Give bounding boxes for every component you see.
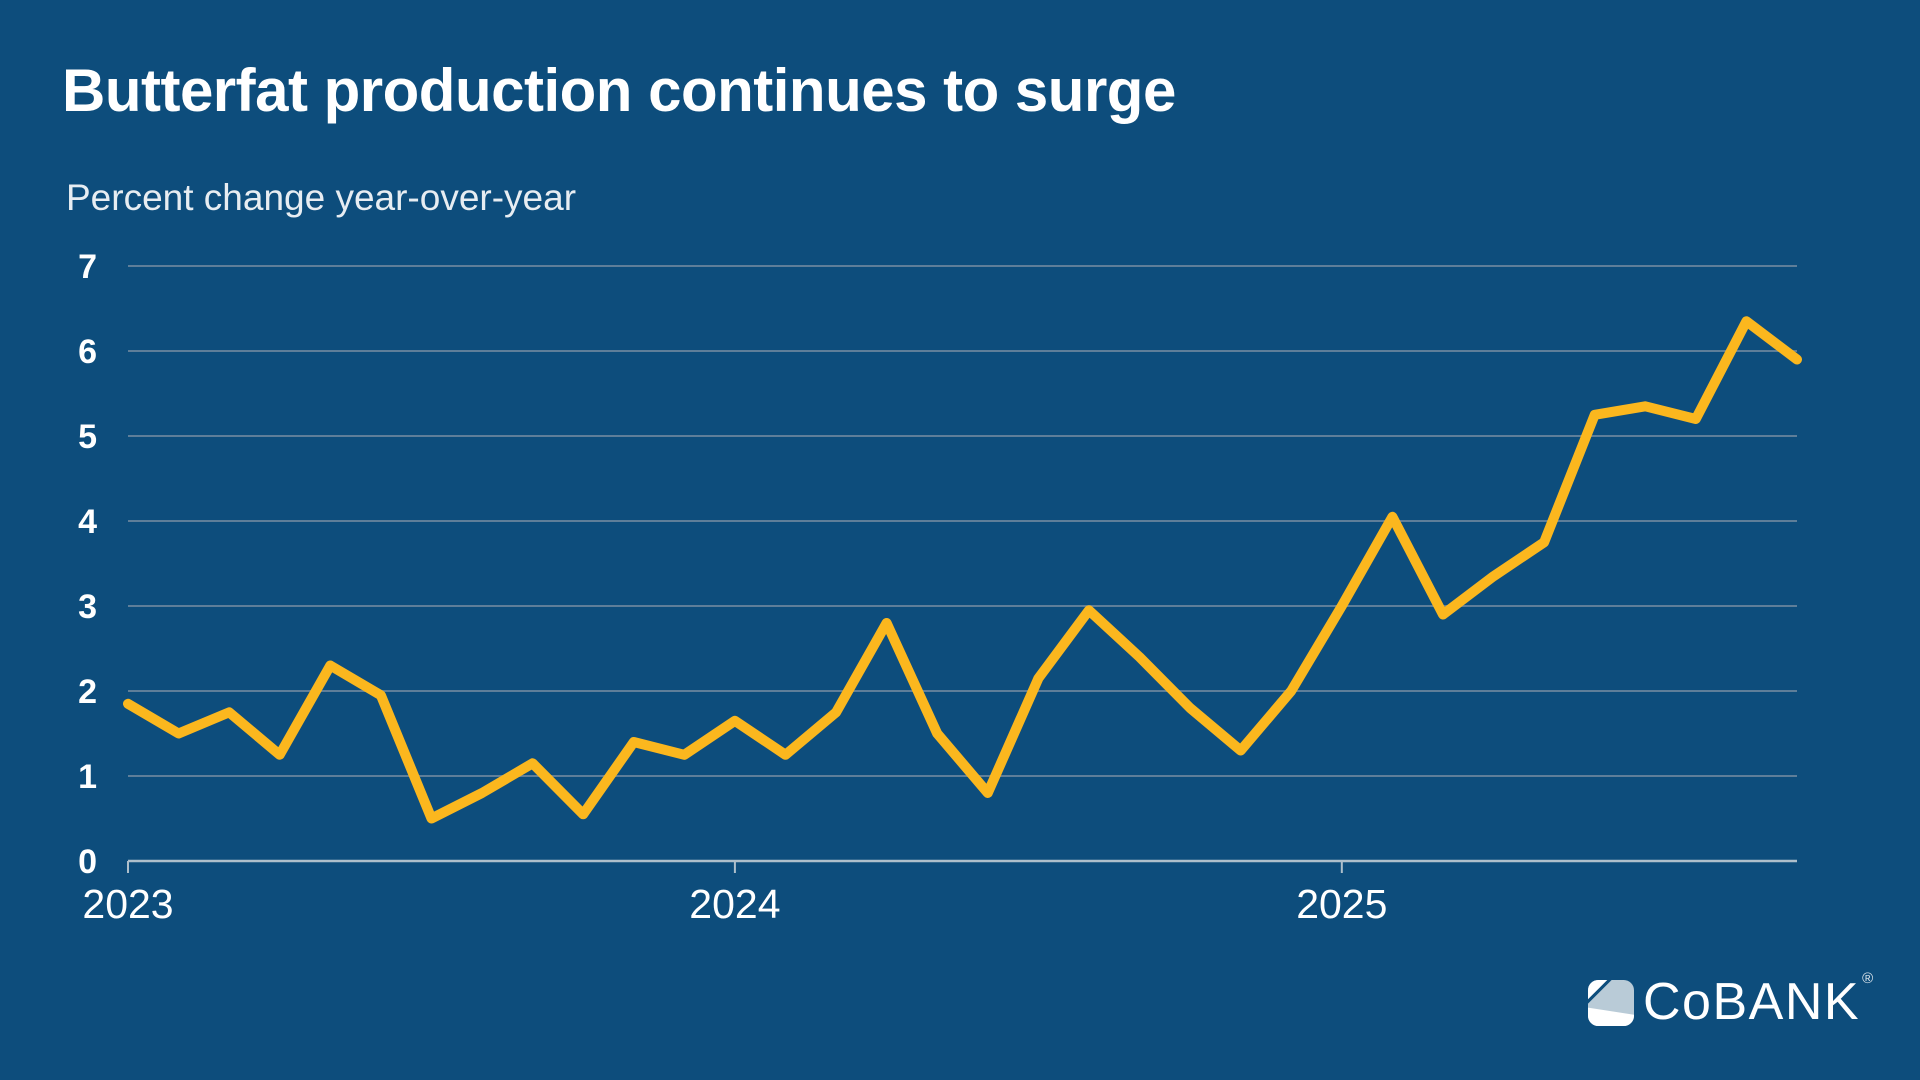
x-tick-label: 2025 bbox=[1296, 881, 1387, 927]
cobank-logo-mark-icon bbox=[1588, 980, 1634, 1026]
x-tick-label: 2024 bbox=[689, 881, 780, 927]
y-tick-label: 0 bbox=[78, 843, 97, 881]
y-tick-label: 7 bbox=[78, 248, 97, 286]
y-tick-label: 3 bbox=[78, 588, 97, 626]
registered-mark: ® bbox=[1862, 969, 1875, 987]
y-tick-label: 1 bbox=[78, 758, 97, 796]
cobank-logo-text: CoBANK ® bbox=[1643, 969, 1875, 1031]
y-tick-label: 6 bbox=[78, 333, 97, 371]
data-line-butterfat bbox=[123, 316, 1802, 824]
y-tick-label: 5 bbox=[78, 418, 97, 456]
chart-subtitle: Percent change year-over-year bbox=[66, 177, 577, 218]
cobank-logo: CoBANK ® bbox=[1588, 969, 1875, 1031]
chart-title: Butterfat production continues to surge bbox=[62, 57, 1176, 124]
y-tick-label: 2 bbox=[78, 673, 97, 711]
y-tick-label: 4 bbox=[78, 503, 97, 541]
x-tick-label: 2023 bbox=[82, 881, 173, 927]
